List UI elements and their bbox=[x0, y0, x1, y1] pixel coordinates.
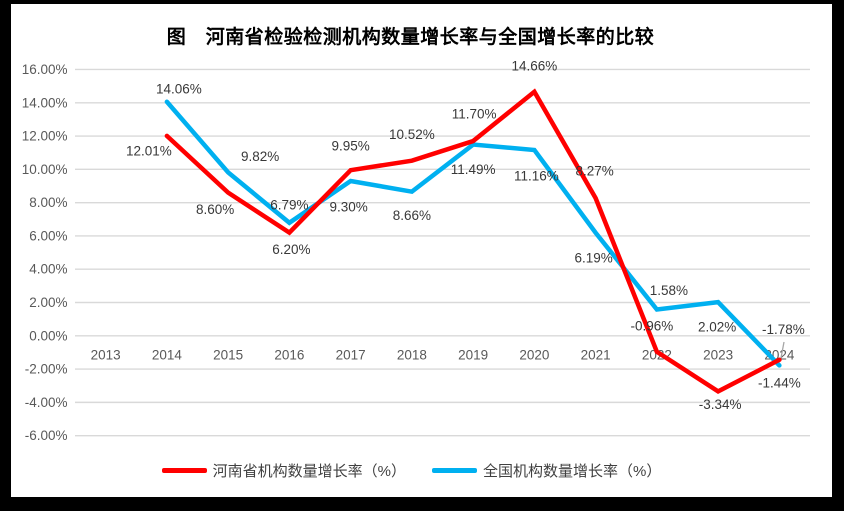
legend-item-henan: 河南省机构数量增长率（%） bbox=[161, 460, 406, 481]
data-label: 11.70% bbox=[452, 107, 497, 122]
y-axis-tick-label: 12.00% bbox=[22, 129, 68, 144]
data-label: 9.95% bbox=[331, 139, 369, 154]
y-axis-tick-label: 16.00% bbox=[22, 62, 68, 77]
data-label: -0.96% bbox=[630, 318, 673, 333]
y-axis-tick-label: 4.00% bbox=[29, 262, 67, 277]
legend-swatch-national-line bbox=[432, 467, 477, 473]
legend-label-henan: 河南省机构数量增长率（%） bbox=[212, 462, 406, 480]
data-label-leader-line bbox=[780, 341, 785, 359]
data-label: 6.19% bbox=[574, 250, 612, 265]
x-axis-tick-label: 2014 bbox=[152, 348, 183, 363]
data-label: 1.58% bbox=[650, 283, 688, 298]
data-label: 14.66% bbox=[511, 58, 557, 73]
data-label: 8.60% bbox=[196, 202, 234, 217]
x-axis-tick-label: 2013 bbox=[91, 348, 121, 363]
data-label: 10.52% bbox=[389, 127, 435, 142]
y-axis-tick-label: 14.00% bbox=[22, 95, 68, 110]
chart-title: 图 河南省检验检测机构数量增长率与全国增长率的比较 bbox=[166, 27, 655, 48]
x-axis-tick-label: 2016 bbox=[274, 348, 304, 363]
y-axis-tick-label: 2.00% bbox=[29, 295, 67, 310]
national-series-line bbox=[164, 99, 782, 368]
data-label: 12.01% bbox=[126, 143, 172, 158]
data-label: 11.16% bbox=[514, 169, 559, 184]
legend-item-national: 全国机构数量增长率（%） bbox=[432, 460, 661, 481]
data-label: 2.02% bbox=[698, 320, 736, 335]
x-axis-tick-label: 2023 bbox=[703, 348, 733, 363]
data-label: 6.79% bbox=[270, 197, 308, 212]
y-axis-tick-label: -2.00% bbox=[25, 362, 68, 377]
y-axis-tick-label: -4.00% bbox=[25, 395, 68, 410]
x-axis-tick-label: 2018 bbox=[397, 348, 427, 363]
y-axis-tick-label: 8.00% bbox=[29, 195, 67, 210]
data-label: -1.44% bbox=[758, 375, 801, 390]
y-axis-tick-label: 10.00% bbox=[22, 162, 68, 177]
x-axis-tick-label: 2015 bbox=[213, 348, 243, 363]
y-axis-tick-label: 6.00% bbox=[29, 228, 67, 243]
data-label: 9.82% bbox=[241, 149, 279, 164]
x-axis-tick-label: 2020 bbox=[519, 348, 549, 363]
henan-series-line bbox=[164, 88, 782, 394]
data-label: -1.78% bbox=[762, 322, 805, 337]
chart-legend: 河南省机构数量增长率（%） 全国机构数量增长率（%） bbox=[11, 458, 832, 482]
data-label: -3.34% bbox=[699, 397, 742, 412]
chart-panel: 图 河南省检验检测机构数量增长率与全国增长率的比较 16.00% 14.00% 12… bbox=[11, 4, 832, 497]
x-axis-tick-label: 2019 bbox=[458, 348, 488, 363]
y-axis-tick-label: 0.00% bbox=[29, 328, 67, 343]
data-label: 9.30% bbox=[329, 200, 367, 215]
x-axis-tick-label: 2021 bbox=[581, 348, 611, 363]
data-label: 14.06% bbox=[156, 81, 202, 96]
legend-swatch-henan-line bbox=[161, 467, 207, 473]
line-chart: 16.00% 14.00% 12.00% 10.00% 8.00% 6.00% 4.00% 2… bbox=[22, 58, 810, 443]
data-label: 6.20% bbox=[272, 242, 310, 257]
y-axis-tick-label: -6.00% bbox=[25, 428, 68, 443]
legend-label-national: 全国机构数量增长率（%） bbox=[483, 462, 662, 480]
data-label: 11.49% bbox=[451, 162, 496, 177]
data-label: 8.27% bbox=[575, 164, 613, 179]
x-axis-tick-label: 2017 bbox=[336, 348, 366, 363]
data-label: 8.66% bbox=[393, 208, 431, 223]
